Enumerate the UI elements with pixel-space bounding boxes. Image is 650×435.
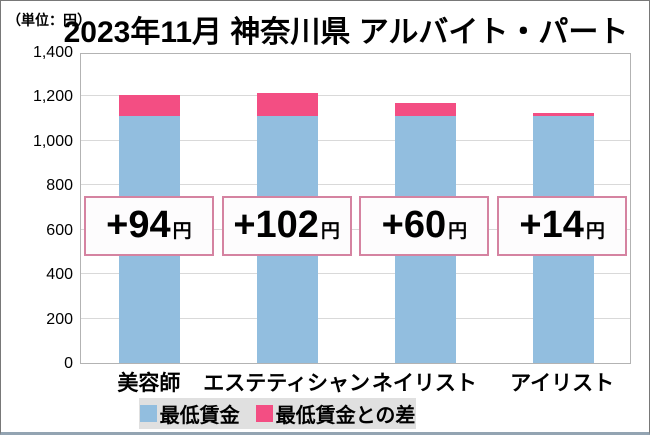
bar-segment-min-wage [394, 115, 456, 363]
gridline [81, 317, 630, 319]
plot-area [80, 53, 631, 364]
x-axis-label: アイリスト [510, 372, 615, 395]
y-axis-tick-label: 600 [46, 221, 73, 239]
bar-segment-min-wage [532, 115, 594, 363]
gridline [81, 273, 630, 275]
legend-label: 最低賃金 [159, 405, 240, 427]
legend-swatch [255, 405, 273, 422]
legend: 最低賃金 最低賃金との差 [139, 398, 416, 429]
bar-segment-min-wage [257, 115, 319, 363]
unit-label: （単位：円） [7, 12, 91, 28]
y-axis-tick-label: 1,000 [32, 132, 73, 150]
bar-segment-difference [119, 95, 181, 116]
x-axis-label: ネイリスト [371, 372, 477, 395]
y-axis-tick-label: 200 [46, 310, 73, 328]
chart-title: 2023年11月 神奈川県 アルバイト・パート [63, 16, 629, 49]
bar-segment-min-wage [119, 115, 181, 363]
x-axis-label: 美容師 [117, 372, 181, 395]
x-axis-label: エステティシャン [203, 372, 370, 395]
legend-item: 最低賃金との差 [255, 399, 416, 428]
gridline [81, 95, 630, 97]
bar-segment-difference [394, 102, 456, 116]
legend-item: 最低賃金 [139, 399, 240, 428]
y-axis-tick-label: 0 [64, 355, 73, 372]
y-axis-tick-label: 1,200 [32, 88, 73, 106]
bar-segment-difference [257, 93, 319, 116]
legend-swatch [139, 405, 157, 422]
bar-segment-difference [532, 112, 594, 116]
gridline [81, 139, 630, 141]
y-axis-tick-label: 800 [46, 177, 73, 195]
gridline [81, 184, 630, 186]
legend-label: 最低賃金との差 [275, 405, 416, 427]
y-axis-tick-label: 400 [46, 266, 73, 284]
gridline [81, 228, 630, 230]
